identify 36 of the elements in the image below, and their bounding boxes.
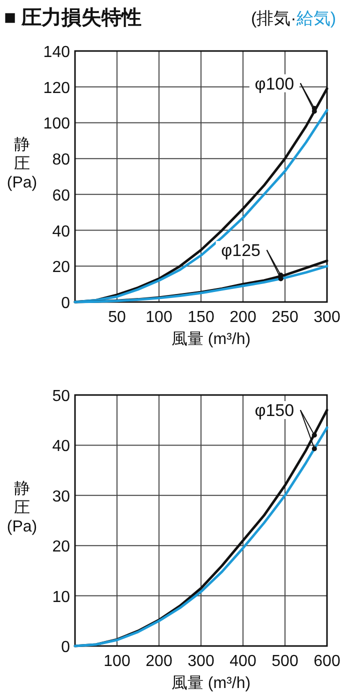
y-axis-title: 静圧 (Pa) (6, 136, 38, 192)
y-tick-label: 50 (52, 388, 70, 405)
y-tick-label: 0 (61, 639, 70, 656)
x-tick-label: 50 (108, 309, 126, 326)
y-tick-label: 10 (52, 588, 70, 606)
y-tick-label: 80 (52, 152, 70, 169)
x-tick-label: 100 (146, 309, 172, 326)
chart-title: ■ 圧力損失特性 (4, 7, 142, 29)
annotation: φ125 (221, 241, 260, 260)
x-axis-title: 風量 (m³/h) (171, 675, 251, 692)
y-tick-label: 40 (52, 438, 70, 456)
y-tick-label: 120 (43, 80, 70, 97)
y-tick-label: 20 (52, 259, 70, 276)
x-tick-label: 500 (272, 653, 298, 670)
y-tick-label: 100 (43, 116, 70, 133)
x-tick-label: 400 (230, 653, 256, 670)
x-tick-label: 300 (188, 653, 214, 670)
x-axis-title: 風量 (m³/h) (171, 331, 251, 348)
y-tick-label: 140 (43, 44, 70, 61)
x-tick-label: 600 (314, 653, 340, 670)
y-tick-label: 20 (52, 538, 70, 556)
x-tick-label: 200 (146, 653, 172, 670)
x-tick-label: 250 (272, 309, 298, 326)
text: (排気· (251, 9, 296, 28)
y-tick-label: 0 (61, 295, 70, 312)
x-tick-label: 200 (230, 309, 256, 326)
annotation: φ100 (254, 74, 294, 94)
x-tick-label: 100 (104, 653, 130, 670)
annotation: φ150 (254, 401, 294, 420)
x-tick-label: 150 (188, 309, 214, 326)
y-axis-title: 静圧 (Pa) (6, 480, 38, 536)
y-tick-label: 40 (52, 223, 70, 240)
text: 給気) (295, 9, 336, 28)
y-tick-label: 60 (52, 187, 70, 204)
x-tick-label: 300 (314, 309, 340, 326)
y-tick-label: 30 (52, 488, 70, 506)
